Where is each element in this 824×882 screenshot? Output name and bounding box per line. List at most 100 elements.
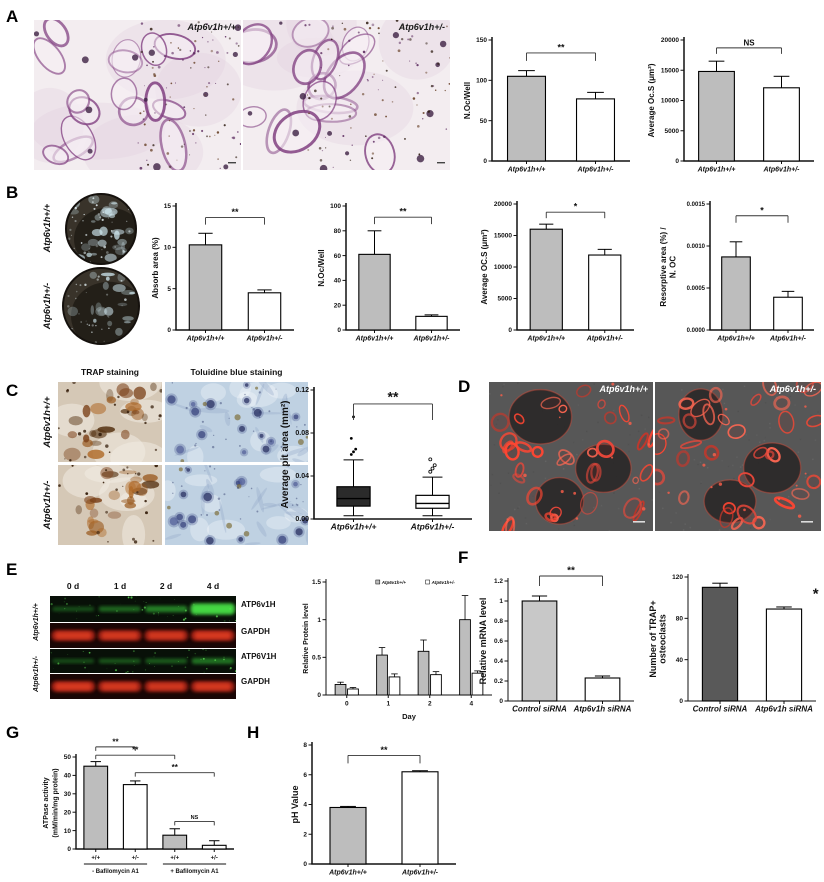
svg-text:Atp6v1h+/+: Atp6v1h+/+ <box>330 522 377 532</box>
svg-text:Average pit area (mm²): Average pit area (mm²) <box>280 401 291 509</box>
resorption-dish-wt <box>62 193 140 265</box>
svg-text:2: 2 <box>303 831 307 838</box>
svg-text:Atp6v1h+/-: Atp6v1h+/- <box>413 336 451 343</box>
svg-text:0: 0 <box>67 846 71 853</box>
chart-b-absorb-area: 0 5 10 15 Absorb area (%) Atp6v1h+/+ Atp6v1h+/… <box>150 192 302 347</box>
svg-text:N.Oc/Well: N.Oc/Well <box>463 82 472 119</box>
svg-text:0.04: 0.04 <box>295 473 309 480</box>
svg-text:Control siRNA: Control siRNA <box>693 705 748 714</box>
genotype-label: Atp6v1h+/+ <box>187 22 236 32</box>
svg-text:80: 80 <box>676 616 684 623</box>
svg-text:100: 100 <box>476 78 487 85</box>
panel-letter-c: C <box>6 381 19 400</box>
svg-text:Atp6v1h+/-: Atp6v1h+/- <box>246 336 284 343</box>
svg-text:80: 80 <box>334 228 342 235</box>
svg-text:Atp6v1h+/+: Atp6v1h+/+ <box>507 167 546 174</box>
chart-a-average-ocs: 0 5000 10000 15000 20000 Average Oc.S (μm²) At… <box>646 26 822 178</box>
svg-text:1.5: 1.5 <box>312 579 321 586</box>
chart-f-relative-mrna: 0 0.2 0.4 0.6 0.8 1 1.2 Relative mRNA level Cont… <box>478 563 642 725</box>
svg-text:Relative mRNA level: Relative mRNA level <box>478 598 488 685</box>
svg-text:Atp6v1h+/+: Atp6v1h+/+ <box>526 336 565 343</box>
svg-text:20000: 20000 <box>494 201 512 208</box>
svg-text:0: 0 <box>483 158 487 165</box>
svg-text:0.0005: 0.0005 <box>687 286 706 292</box>
svg-text:osteoclasts: osteoclasts <box>658 614 668 664</box>
svg-text:15: 15 <box>164 203 172 210</box>
svg-text:5000: 5000 <box>498 296 513 303</box>
trap-staining-het <box>58 465 162 545</box>
actin-ring-image-wt: Atp6v1h+/+ <box>489 382 653 531</box>
blot-atp6v1h-wt <box>50 596 236 622</box>
svg-text:Control siRNA: Control siRNA <box>512 705 567 714</box>
svg-text:Absorb area (%): Absorb area (%) <box>151 237 160 299</box>
svg-text:2: 2 <box>428 701 432 708</box>
panel-letter-a: A <box>6 7 19 26</box>
lane-header-1d: 1 d <box>113 581 127 591</box>
svg-text:50: 50 <box>480 118 488 125</box>
svg-text:**: ** <box>380 745 388 755</box>
svg-text:20: 20 <box>64 809 72 816</box>
svg-text:1: 1 <box>317 617 321 624</box>
svg-text:40: 40 <box>64 773 72 780</box>
svg-text:1.2: 1.2 <box>494 578 503 585</box>
svg-text:10: 10 <box>64 828 72 835</box>
svg-text:20: 20 <box>334 302 342 309</box>
panel-letter-b: B <box>6 183 19 202</box>
svg-text:+/+: +/+ <box>91 856 100 862</box>
svg-text:10: 10 <box>164 245 172 252</box>
svg-text:Atp6v1h+/+: Atp6v1h+/+ <box>716 336 755 343</box>
svg-text:**: ** <box>388 388 399 404</box>
svg-text:0.08: 0.08 <box>295 430 309 437</box>
svg-text:Atp6v1h+/-: Atp6v1h+/- <box>401 870 439 877</box>
chart-b-average-ocs: 0 5000 10000 15000 20000 Average OC.S (μm²) At… <box>479 190 642 347</box>
svg-text:0: 0 <box>508 327 512 334</box>
svg-text:120: 120 <box>672 574 683 581</box>
svg-text:30: 30 <box>64 791 72 798</box>
svg-text:Atp6v1h+/-: Atp6v1h+/- <box>586 336 624 343</box>
svg-text:- Bafilomycin A1: - Bafilomycin A1 <box>92 869 139 875</box>
panel-letter-g: G <box>6 723 20 742</box>
genotype-label: Atp6v1h+/+ <box>599 384 648 394</box>
svg-text:Atp6v1h+/+: Atp6v1h+/+ <box>328 870 367 877</box>
chart-b-noc-well: 0 20 40 60 80 100 N.Oc/Well Atp6v1h+/+ Atp6v1h+/… <box>316 192 468 347</box>
svg-text:0.00: 0.00 <box>295 516 309 523</box>
svg-text:50: 50 <box>64 754 72 761</box>
genotype-label: Atp6v1h+/- <box>398 22 445 32</box>
svg-text:Atp6v1h+/-: Atp6v1h+/- <box>410 522 455 532</box>
svg-text:**: ** <box>567 566 575 577</box>
panel-letter-e: E <box>6 560 18 579</box>
lane-header-0d: 0 d <box>66 581 80 591</box>
svg-text:15000: 15000 <box>494 233 512 240</box>
band-label-atp6v1h-wt: ATP6v1H <box>241 600 276 609</box>
svg-text:0: 0 <box>337 327 341 334</box>
svg-text:0: 0 <box>499 698 503 705</box>
svg-text:N.Oc/Well: N.Oc/Well <box>317 249 326 286</box>
panel-letter-d: D <box>458 377 471 396</box>
svg-text:0: 0 <box>303 861 307 868</box>
svg-text:0.0010: 0.0010 <box>687 244 706 250</box>
svg-text:+/-: +/- <box>211 856 218 862</box>
svg-text:(mM/min/mg protein): (mM/min/mg protein) <box>53 768 60 837</box>
svg-text:**: ** <box>399 207 407 217</box>
lane-header-2d: 2 d <box>159 581 173 591</box>
svg-text:Atp6v1h siRNA: Atp6v1h siRNA <box>573 705 632 714</box>
svg-text:**: ** <box>231 207 239 217</box>
svg-text:Atp6v1h+/+: Atp6v1h+/+ <box>381 580 407 585</box>
row-label-wt: Atp6v1h+/+ <box>41 396 53 448</box>
svg-text:150: 150 <box>476 37 487 44</box>
svg-text:0.12: 0.12 <box>295 387 309 394</box>
blot-row-label-het: Atp6v1h+/- <box>32 656 40 692</box>
band-label-gapdh-het: GAPDH <box>241 677 270 686</box>
svg-text:0.4: 0.4 <box>494 658 503 665</box>
svg-text:**: ** <box>172 763 179 772</box>
column-header-toluidine: Toluidine blue staining <box>190 367 283 377</box>
svg-text:100: 100 <box>330 203 341 210</box>
svg-text:Atp6v1h+/+: Atp6v1h+/+ <box>697 167 736 174</box>
panel-letter-h: H <box>247 723 260 742</box>
svg-text:ATPase activity: ATPase activity <box>43 777 50 828</box>
svg-text:0: 0 <box>345 701 349 708</box>
svg-text:4: 4 <box>469 701 473 708</box>
svg-text:+/+: +/+ <box>170 856 179 862</box>
svg-text:Atp6v1h siRNA: Atp6v1h siRNA <box>754 705 813 714</box>
